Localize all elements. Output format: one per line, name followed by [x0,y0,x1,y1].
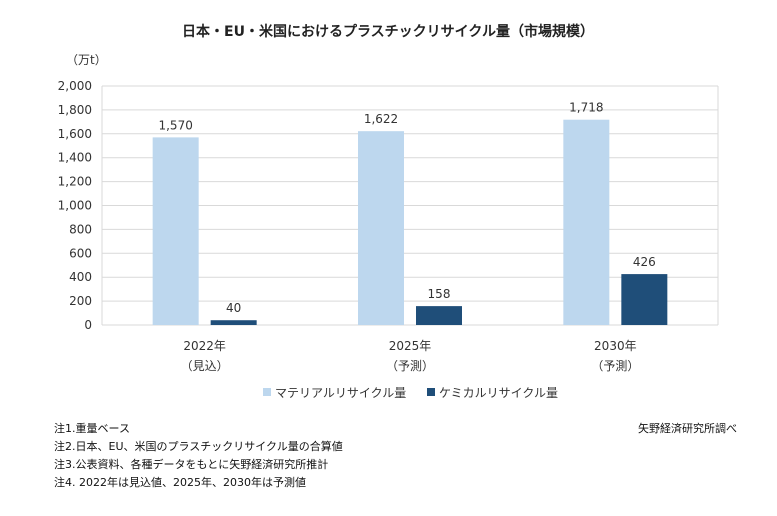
chart-title: 日本・EU・米国におけるプラスチックリサイクル量（市場規模） [182,23,594,40]
notes: 注1.重量ベース 注2.日本、EU、米国のプラスチックリサイクル量の合算値 注3… [54,420,343,492]
x-tick-label: 2025年 [389,339,432,353]
source: 矢野経済研究所調べ [638,422,737,435]
y-tick-label: 1,400 [58,151,92,165]
bar [621,274,668,325]
x-tick-sublabel: （見込） [181,359,229,373]
chart: 日本・EU・米国におけるプラスチックリサイクル量（市場規模） （万t） 0 200… [58,23,719,400]
note-4: 注4. 2022年は見込値、2025年、2030年は予測値 [54,476,306,489]
note-2: 注2.日本、EU、米国のプラスチックリサイクル量の合算値 [54,440,343,453]
y-tick-label: 1,000 [58,199,92,213]
x-axis-categories: 2022年 （見込） 2025年 （予測） 2030年 （予測） [181,339,640,373]
y-tick-label: 400 [69,270,92,284]
y-tick-label: 1,800 [58,103,92,117]
legend-label: ケミカルリサイクル量 [439,386,558,400]
x-tick-sublabel: （予測） [591,359,639,373]
y-tick-label: 1,200 [58,175,92,189]
y-tick-label: 600 [69,246,92,260]
bar [563,119,610,325]
note-3: 注3.公表資料、各種データをもとに矢野経済研究所推計 [54,458,329,471]
data-labels: 1,570 40 1,622 158 1,718 426 [158,101,655,316]
legend: マテリアルリサイクル量 ケミカルリサイクル量 [263,386,558,400]
y-tick-label: 800 [69,222,92,236]
bar [210,320,257,325]
bar [416,306,462,325]
data-label: 426 [633,255,656,269]
x-tick-label: 2022年 [183,339,226,353]
legend-swatch [263,388,271,396]
y-tick-label: 1,600 [58,127,92,141]
data-label: 1,718 [569,101,603,115]
legend-label: マテリアルリサイクル量 [275,386,406,400]
y-axis-ticks: 0 200 400 600 800 1,000 1,200 1,400 1,600 1,800 2,… [58,79,92,332]
note-1: 注1.重量ベース [54,422,130,435]
x-tick-sublabel: （予測） [386,359,434,373]
y-axis-unit-label: （万t） [66,53,107,67]
y-tick-label: 200 [69,294,92,308]
data-label: 158 [428,287,451,301]
bar [358,131,404,325]
data-label: 40 [226,301,241,315]
bars [152,119,668,325]
bar [152,137,199,325]
data-label: 1,622 [364,112,398,126]
y-tick-label: 0 [84,318,92,332]
y-tick-label: 2,000 [58,79,92,93]
data-label: 1,570 [158,118,192,132]
legend-swatch [427,388,435,396]
x-tick-label: 2030年 [594,339,637,353]
gridlines [101,85,719,326]
